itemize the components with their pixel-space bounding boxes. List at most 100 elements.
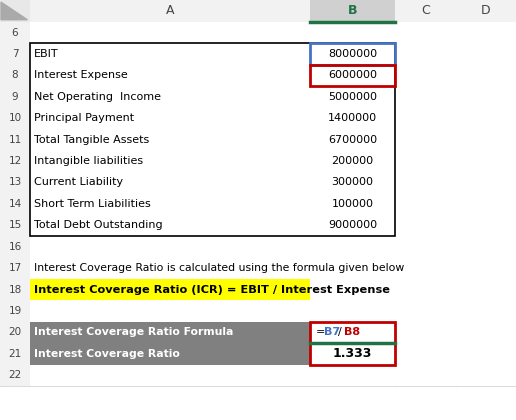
Text: Interest Coverage Ratio is calculated using the formula given below: Interest Coverage Ratio is calculated us… xyxy=(34,263,405,273)
Text: B7: B7 xyxy=(324,328,340,337)
Bar xyxy=(310,0,395,22)
Bar xyxy=(0,257,30,279)
Bar xyxy=(395,193,456,215)
Text: 19: 19 xyxy=(8,306,22,316)
Bar xyxy=(395,86,456,108)
Bar xyxy=(310,322,395,365)
Bar xyxy=(395,108,456,129)
Bar xyxy=(0,279,30,300)
Text: 1.333: 1.333 xyxy=(333,347,372,360)
Text: 5000000: 5000000 xyxy=(328,92,377,102)
Bar xyxy=(310,86,395,108)
Text: 1400000: 1400000 xyxy=(328,113,377,123)
Text: 22: 22 xyxy=(8,370,22,380)
Bar xyxy=(310,43,395,65)
Bar xyxy=(0,236,30,257)
Bar xyxy=(310,322,395,343)
Bar xyxy=(456,322,516,343)
Bar xyxy=(30,22,310,43)
Text: 200000: 200000 xyxy=(331,156,374,166)
Bar xyxy=(395,22,456,43)
Bar xyxy=(395,322,456,343)
Bar xyxy=(395,150,456,172)
Bar xyxy=(310,22,395,43)
Bar xyxy=(395,365,456,386)
Bar xyxy=(0,193,30,215)
Text: 11: 11 xyxy=(8,135,22,144)
Bar xyxy=(30,150,310,172)
Bar xyxy=(0,343,30,365)
Bar xyxy=(310,172,395,193)
Bar xyxy=(310,193,395,215)
Bar xyxy=(0,108,30,129)
Text: 9000000: 9000000 xyxy=(328,220,377,230)
Bar xyxy=(395,0,456,22)
Text: 8: 8 xyxy=(12,71,18,80)
Text: Short Term Liabilities: Short Term Liabilities xyxy=(34,199,151,209)
Text: 20: 20 xyxy=(8,328,22,337)
Text: 21: 21 xyxy=(8,349,22,359)
Bar xyxy=(395,279,456,300)
Bar xyxy=(0,365,30,386)
Bar xyxy=(30,257,310,279)
Bar xyxy=(310,215,395,236)
Bar xyxy=(456,0,516,22)
Text: Net Operating  Income: Net Operating Income xyxy=(34,92,161,102)
Text: A: A xyxy=(166,5,174,17)
Text: B8: B8 xyxy=(344,328,360,337)
Bar xyxy=(395,129,456,150)
Bar xyxy=(395,43,456,65)
Bar xyxy=(30,236,310,257)
Bar xyxy=(0,150,30,172)
Bar xyxy=(310,129,395,150)
Bar xyxy=(456,108,516,129)
Bar xyxy=(310,150,395,172)
Text: Interest Coverage Ratio Formula: Interest Coverage Ratio Formula xyxy=(34,328,233,337)
Bar xyxy=(30,322,310,343)
Bar xyxy=(30,108,310,129)
Bar xyxy=(456,129,516,150)
Bar xyxy=(310,65,395,86)
Text: 8000000: 8000000 xyxy=(328,49,377,59)
Bar xyxy=(30,65,310,86)
Bar xyxy=(30,365,310,386)
Text: 15: 15 xyxy=(8,220,22,230)
Text: 16: 16 xyxy=(8,242,22,252)
Text: 100000: 100000 xyxy=(331,199,374,209)
Bar xyxy=(310,108,395,129)
Bar xyxy=(310,257,395,279)
Bar xyxy=(0,86,30,108)
Bar xyxy=(395,300,456,322)
Bar xyxy=(310,365,395,386)
Bar xyxy=(395,343,456,365)
Bar xyxy=(395,172,456,193)
Bar xyxy=(0,43,30,65)
Text: Current Liability: Current Liability xyxy=(34,178,123,187)
Bar xyxy=(456,65,516,86)
Bar xyxy=(310,343,395,365)
Bar xyxy=(0,215,30,236)
Text: Principal Payment: Principal Payment xyxy=(34,113,134,123)
Text: 12: 12 xyxy=(8,156,22,166)
Text: 7: 7 xyxy=(12,49,18,59)
Bar xyxy=(456,257,516,279)
Bar xyxy=(456,365,516,386)
Bar xyxy=(0,300,30,322)
Text: /: / xyxy=(338,328,342,337)
Bar xyxy=(30,129,310,150)
Bar xyxy=(456,193,516,215)
Text: 13: 13 xyxy=(8,178,22,187)
Bar xyxy=(456,236,516,257)
Bar xyxy=(0,129,30,150)
Bar xyxy=(395,236,456,257)
Text: Total Debt Outstanding: Total Debt Outstanding xyxy=(34,220,163,230)
Text: 10: 10 xyxy=(8,113,22,123)
Text: 6000000: 6000000 xyxy=(328,71,377,80)
Text: =: = xyxy=(316,328,325,337)
Bar xyxy=(395,257,456,279)
Bar xyxy=(310,43,395,65)
Text: 6: 6 xyxy=(12,28,18,37)
Bar xyxy=(310,300,395,322)
Bar xyxy=(30,86,310,108)
Bar xyxy=(0,322,30,343)
